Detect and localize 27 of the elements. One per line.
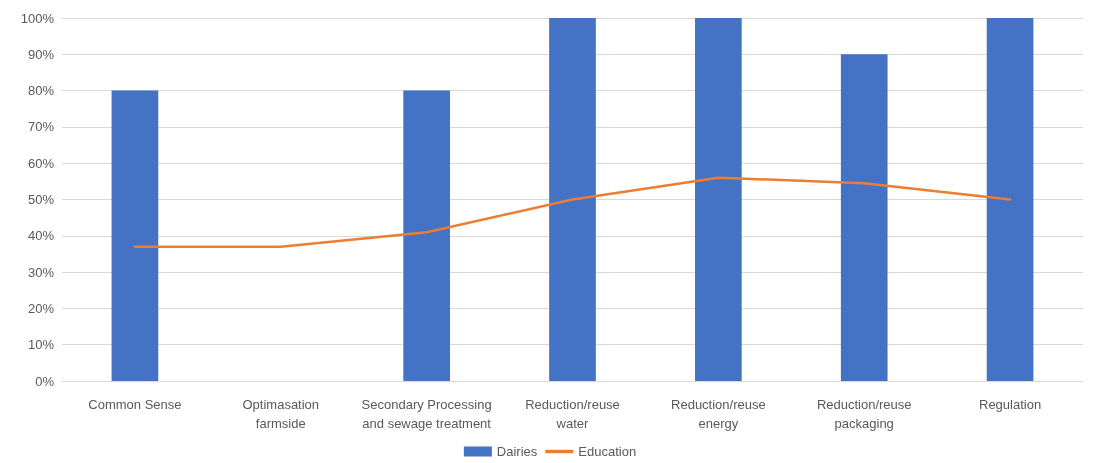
y-tick-label: 70% — [27, 119, 55, 135]
bar — [986, 18, 1034, 381]
bar — [840, 54, 888, 381]
y-tick-label: 30% — [27, 264, 55, 280]
x-tick-label: Reduction/reuse energy — [671, 397, 766, 431]
y-tick-label: 100% — [20, 10, 55, 26]
line-series — [133, 176, 1012, 248]
y-tick-label: 90% — [27, 46, 55, 62]
x-tick-label: Secondary Processing and sewage treatment — [361, 397, 492, 431]
x-tick-label: Reduction/reuse water — [525, 397, 620, 431]
y-tick-label: 20% — [27, 300, 55, 316]
y-tick-label: 10% — [27, 337, 55, 353]
y-tick-label: 80% — [27, 83, 55, 99]
legend-label: Education — [578, 444, 637, 459]
x-tick-label: Regulation — [978, 397, 1042, 412]
x-tick-label: Common Sense — [88, 397, 182, 412]
bar — [549, 18, 596, 381]
bar — [695, 18, 742, 381]
bar — [111, 90, 159, 381]
y-tick-label: 0% — [35, 373, 55, 389]
x-tick-label: Reduction/reuse packaging — [816, 397, 912, 431]
y-tick-label: 50% — [27, 192, 55, 207]
y-tick-label: 40% — [27, 228, 55, 244]
bar — [403, 90, 450, 381]
x-tick-label: Optimasation farmside — [242, 397, 320, 431]
legend-label: Dairies — [496, 444, 538, 459]
y-tick-label: 60% — [27, 155, 55, 171]
